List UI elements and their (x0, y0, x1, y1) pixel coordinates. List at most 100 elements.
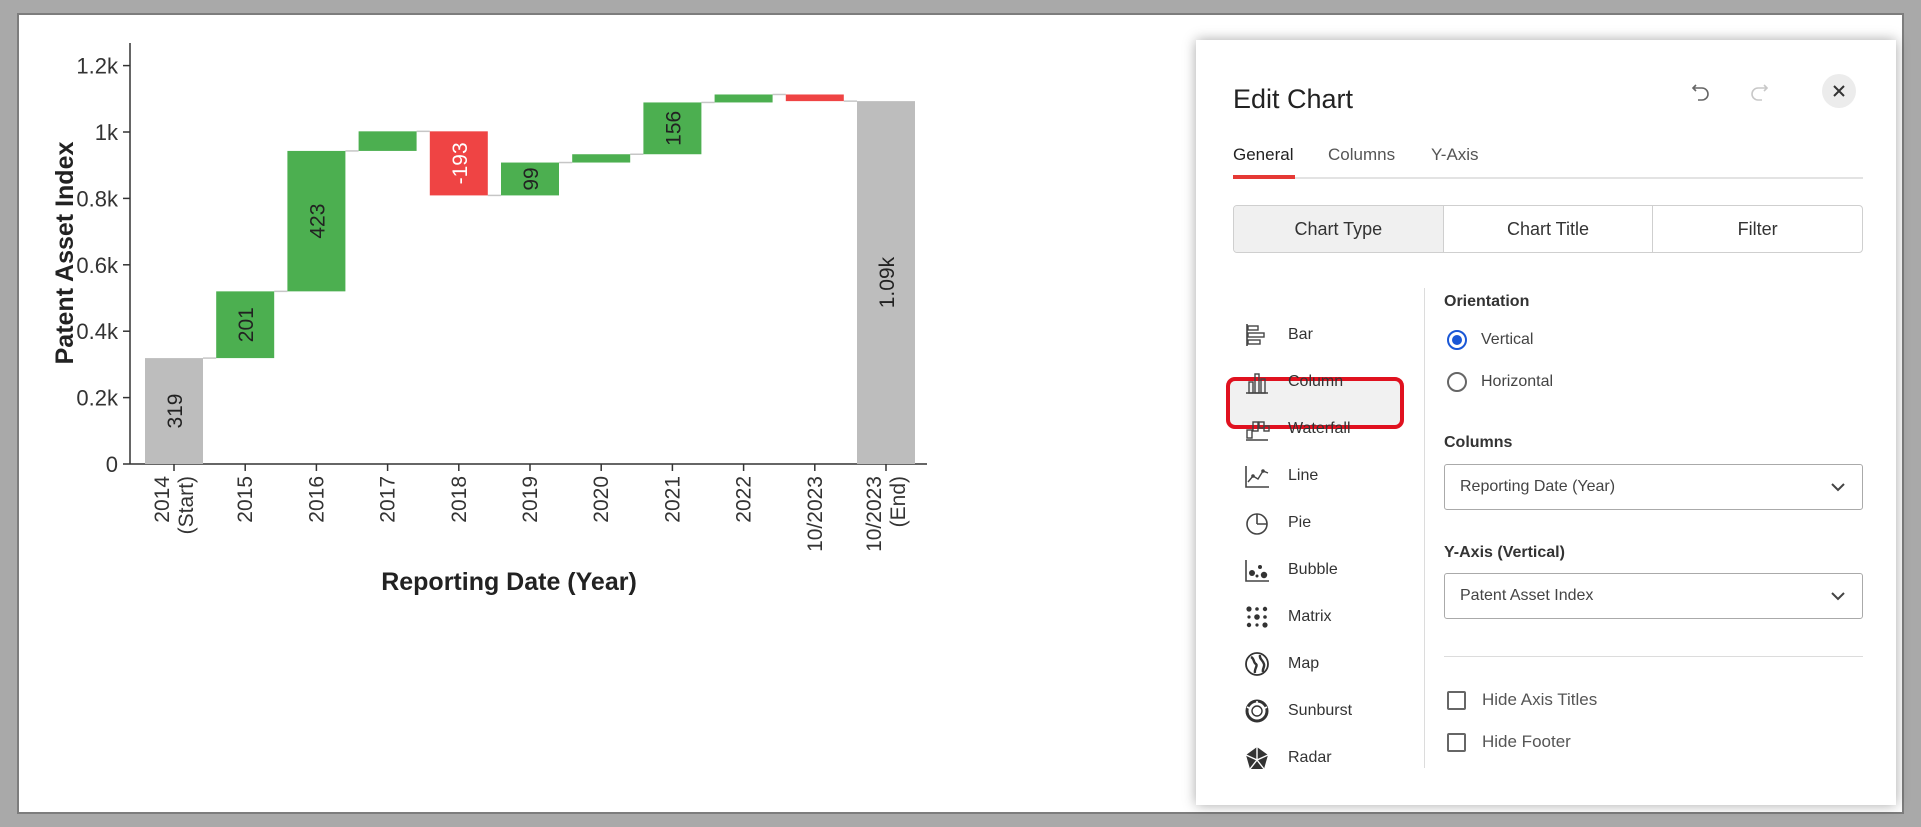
tab-columns[interactable]: Columns (1328, 145, 1396, 164)
chevron-down-icon (1831, 483, 1845, 492)
x-tick-label: (Start) (175, 476, 198, 534)
x-tick-label: 10/2023 (863, 476, 886, 552)
y-tick-label: 1.2k (76, 54, 119, 79)
pie-chart-icon (1246, 513, 1268, 535)
tab-y-axis[interactable]: Y-Axis (1431, 145, 1479, 164)
radio-selected-icon (1447, 330, 1467, 350)
chart-type-matrix[interactable]: Matrix (1243, 602, 1332, 632)
settings-segmented-control: Chart Type Chart Title Filter (1233, 205, 1863, 253)
radar-chart-icon (1245, 747, 1269, 770)
orientation-horizontal-radio[interactable]: Horizontal (1447, 372, 1553, 392)
active-tab-indicator (1233, 175, 1295, 179)
columns-label: Columns (1444, 434, 1513, 451)
matrix-chart-icon (1246, 606, 1268, 628)
chart-type-sunburst[interactable]: Sunburst (1243, 696, 1352, 726)
waterfall-bar (714, 94, 773, 103)
edit-chart-panel: Edit Chart General Columns Y-Axis Chart … (1196, 40, 1896, 805)
x-tick-label: (End) (887, 476, 910, 527)
chart-type-column[interactable]: Column (1243, 367, 1343, 397)
radio-empty-icon (1447, 372, 1467, 392)
waterfall-bar (857, 101, 915, 465)
x-tick-label: 2015 (234, 476, 257, 523)
tab-general[interactable]: General (1233, 145, 1294, 164)
segment-chart-type[interactable]: Chart Type (1234, 206, 1444, 252)
waterfall-bar (216, 291, 275, 359)
y-axis-select[interactable]: Patent Asset Index (1444, 573, 1863, 619)
waterfall-bar (643, 102, 702, 155)
bar-chart-icon (1246, 324, 1265, 346)
waterfall-chart: 0 0.2k 0.4k 0.6k 0.8k 1k 1.2k Patent Asset Inde… (51, 43, 927, 596)
undo-icon[interactable] (1684, 74, 1718, 108)
screenshot-frame: 0 0.2k 0.4k 0.6k 0.8k 1k 1.2k Patent Asset Inde… (17, 13, 1904, 814)
hide-axis-titles-checkbox[interactable]: Hide Axis Titles (1447, 690, 1597, 710)
map-globe-icon (1245, 652, 1269, 676)
chart-type-label: Pie (1288, 514, 1312, 531)
y-tick-label: 0.6k (76, 253, 119, 278)
radio-label: Vertical (1481, 331, 1534, 348)
radio-label: Horizontal (1481, 373, 1554, 390)
panel-tabs: General Columns Y-Axis (1233, 140, 1863, 179)
bar-data-label: 319 (164, 394, 187, 429)
bar-data-label: 156 (662, 111, 685, 146)
x-tick-label: 2017 (377, 476, 400, 523)
waterfall-bar (785, 94, 844, 102)
checkbox-box (1447, 732, 1466, 752)
x-tick-label: 10/2023 (804, 476, 827, 552)
chart-type-waterfall[interactable]: Waterfall (1243, 414, 1351, 444)
waterfall-bar (429, 131, 488, 196)
chart-type-label: Map (1288, 655, 1320, 672)
y-tick-label: 0.2k (76, 386, 119, 411)
chart-type-label: Waterfall (1288, 420, 1351, 437)
close-icon[interactable] (1822, 74, 1856, 108)
hide-footer-checkbox[interactable]: Hide Footer (1447, 732, 1571, 752)
segment-chart-title[interactable]: Chart Title (1444, 206, 1654, 252)
waterfall-bar (287, 150, 346, 292)
bar-data-label: 99 (520, 167, 543, 190)
bar-data-label: -193 (449, 142, 472, 184)
line-chart-icon (1245, 466, 1269, 488)
panel-title: Edit Chart (1233, 84, 1354, 114)
checkbox-label: Hide Axis Titles (1482, 690, 1598, 709)
x-tick-label: 2020 (590, 476, 613, 523)
chart-type-radar[interactable]: Radar (1243, 743, 1332, 773)
bar-data-label: 1.09k (876, 256, 899, 308)
checkbox-box (1447, 690, 1466, 710)
columns-select[interactable]: Reporting Date (Year) (1444, 464, 1863, 510)
segment-filter[interactable]: Filter (1737, 218, 1778, 239)
waterfall-bar (572, 154, 631, 163)
orientation-vertical-radio[interactable]: Vertical (1447, 330, 1533, 350)
chart-type-label: Column (1288, 373, 1344, 390)
chevron-down-icon (1831, 592, 1845, 601)
waterfall-bar (501, 162, 559, 196)
y-tick-label: 0 (106, 452, 118, 477)
chart-type-label: Line (1288, 467, 1319, 484)
chart-type-bar[interactable]: Bar (1243, 320, 1313, 350)
x-tick-label: 2022 (733, 476, 756, 523)
waterfall-bar (145, 358, 203, 464)
panel-vertical-divider (1424, 288, 1425, 768)
chart-type-label: Radar (1288, 749, 1332, 766)
x-tick-label: 2016 (305, 476, 328, 523)
y-axis-label: Y-Axis (Vertical) (1444, 544, 1565, 561)
bubble-chart-icon (1245, 560, 1269, 582)
checkbox-label: Hide Footer (1482, 732, 1571, 751)
bar-data-label: 423 (306, 204, 329, 239)
x-tick-label: 2021 (661, 476, 684, 523)
chart-type-map[interactable]: Map (1243, 649, 1319, 679)
chart-type-bubble[interactable]: Bubble (1243, 555, 1338, 585)
y-axis-select-value: Patent Asset Index (1460, 587, 1594, 604)
chart-type-label: Bubble (1288, 561, 1338, 578)
columns-select-value: Reporting Date (Year) (1460, 478, 1616, 495)
y-axis-title: Patent Asset Index (51, 142, 79, 365)
redo-icon[interactable] (1742, 74, 1776, 108)
waterfall-bar (358, 131, 417, 151)
x-axis-title: Reporting Date (Year) (381, 568, 637, 596)
chart-type-pie[interactable]: Pie (1243, 508, 1311, 538)
chart-type-label: Sunburst (1288, 702, 1353, 719)
chart-type-line[interactable]: Line (1243, 461, 1318, 491)
y-tick-label: 0.8k (76, 186, 119, 211)
y-tick-label: 0.4k (76, 319, 119, 344)
panel-horizontal-divider (1444, 656, 1863, 657)
x-tick-label: 2019 (519, 476, 542, 523)
column-chart-icon (1246, 373, 1268, 394)
